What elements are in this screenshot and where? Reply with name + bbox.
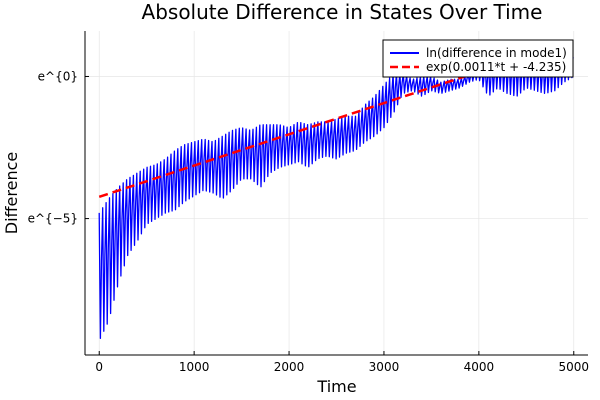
series-layer: [98, 39, 575, 340]
x-tick-label: 3000: [369, 360, 400, 374]
x-tick-label: 0: [95, 360, 103, 374]
legend-label-fit: exp(0.0011*t + -4.235): [426, 60, 566, 74]
legend-box: [382, 39, 574, 78]
axes: [84, 31, 588, 356]
chart-title: Absolute Difference in States Over Time: [142, 0, 543, 24]
y-axis-label: Difference: [2, 152, 21, 234]
y-tick-label: e^{0}: [38, 69, 78, 83]
x-tick-label: 2000: [274, 360, 305, 374]
y-tick-label: e^{−5}: [28, 212, 78, 226]
tick-labels: 0 1000 2000 3000 4000 5000 e^{0} e^{−5}: [28, 69, 589, 374]
legend: ln(difference in mode1) exp(0.0011*t + -…: [382, 39, 574, 78]
x-tick-label: 5000: [558, 360, 589, 374]
grid: [85, 31, 588, 355]
x-tick-label: 1000: [179, 360, 210, 374]
legend-label-mode1: ln(difference in mode1): [426, 46, 567, 60]
series-mode1-line: [98, 47, 574, 340]
x-axis-label: Time: [316, 377, 356, 396]
x-tick-label: 4000: [464, 360, 495, 374]
